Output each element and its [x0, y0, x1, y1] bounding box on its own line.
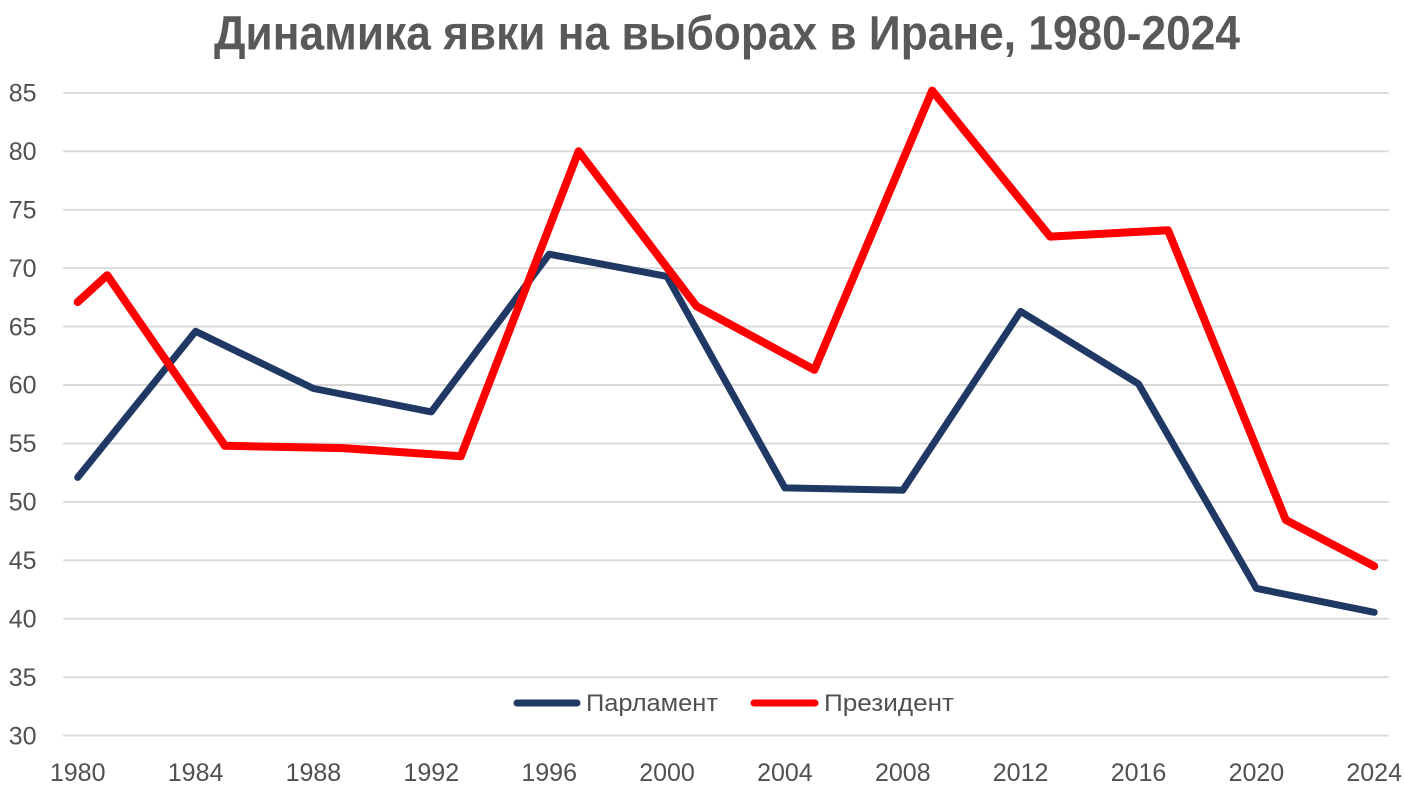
svg-text:60: 60 — [9, 372, 37, 400]
svg-text:50: 50 — [9, 489, 37, 517]
svg-text:65: 65 — [9, 313, 37, 341]
svg-text:2016: 2016 — [1111, 759, 1167, 787]
svg-text:2000: 2000 — [639, 759, 695, 787]
svg-text:80: 80 — [9, 138, 37, 166]
svg-text:30: 30 — [9, 722, 37, 750]
svg-text:1980: 1980 — [50, 759, 106, 787]
svg-text:75: 75 — [9, 197, 37, 225]
svg-text:1996: 1996 — [521, 759, 577, 787]
svg-text:Динамика явки на выборах в Ира: Динамика явки на выборах в Иране, 1980-2… — [214, 8, 1240, 61]
svg-text:1988: 1988 — [286, 759, 342, 787]
svg-text:1984: 1984 — [168, 759, 224, 787]
svg-text:40: 40 — [9, 605, 37, 633]
svg-text:Парламент: Парламент — [586, 690, 718, 717]
svg-text:70: 70 — [9, 255, 37, 283]
svg-text:55: 55 — [9, 430, 37, 458]
svg-text:Президент: Президент — [824, 690, 954, 717]
svg-text:1992: 1992 — [403, 759, 459, 787]
svg-text:2020: 2020 — [1229, 759, 1285, 787]
svg-text:2012: 2012 — [993, 759, 1049, 787]
svg-text:45: 45 — [9, 547, 37, 575]
svg-text:2008: 2008 — [875, 759, 931, 787]
svg-text:2004: 2004 — [757, 759, 813, 787]
svg-text:35: 35 — [9, 664, 37, 692]
svg-text:2024: 2024 — [1346, 759, 1402, 787]
svg-text:85: 85 — [9, 80, 37, 108]
